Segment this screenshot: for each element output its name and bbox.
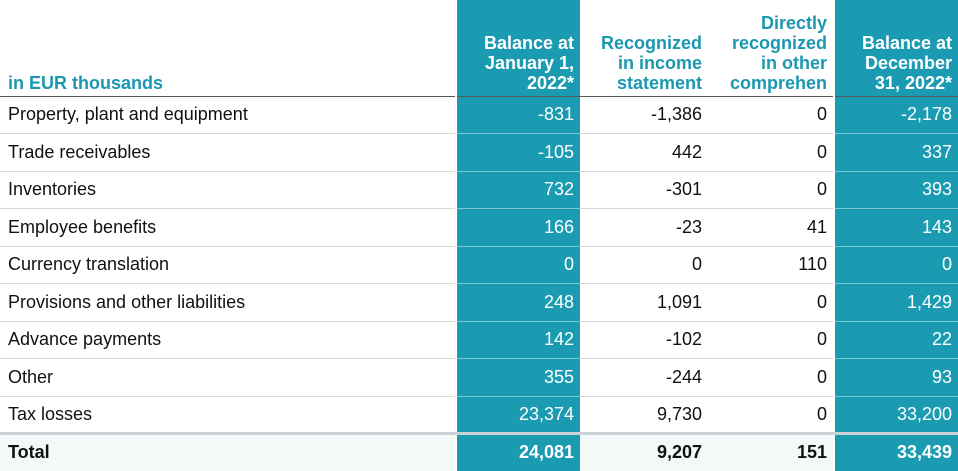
- row-label: Property, plant and equipment: [0, 96, 456, 134]
- header-line: December: [864, 52, 952, 73]
- cell-recognized-income: -1,386: [580, 96, 708, 134]
- table-row: Employee benefits 166 -23 41 143: [0, 208, 958, 247]
- cell-balance-dec: 33,200: [833, 396, 958, 434]
- cell-balance-jan: -105: [455, 133, 580, 172]
- cell-directly-recognized: 110: [708, 246, 834, 284]
- row-label: Tax losses: [0, 396, 456, 434]
- row-label: Currency translation: [0, 246, 456, 284]
- header-row: in EUR thousands Balance at January 1, 2…: [0, 0, 958, 97]
- cell-directly-recognized: 0: [708, 358, 834, 397]
- row-label: Trade receivables: [0, 133, 456, 172]
- header-line: January 1,: [484, 52, 574, 73]
- cell-balance-jan: 142: [455, 321, 580, 359]
- cell-recognized-income: 9,730: [580, 396, 708, 434]
- table-row: Other 355 -244 0 93: [0, 358, 958, 397]
- header-line: 31, 2022*: [874, 72, 952, 93]
- cell-recognized-income: -102: [580, 321, 708, 359]
- cell-directly-recognized: 0: [708, 321, 834, 359]
- table-row: Tax losses 23,374 9,730 0 33,200: [0, 396, 958, 434]
- cell-balance-jan: 166: [455, 208, 580, 247]
- header-line: Recognized: [600, 32, 702, 53]
- row-label: Employee benefits: [0, 208, 456, 247]
- cell-directly-recognized: 41: [708, 208, 834, 247]
- cell-balance-jan: 732: [455, 171, 580, 209]
- table-row: Inventories 732 -301 0 393: [0, 171, 958, 209]
- header-recognized-income: Recognized in income statement: [580, 0, 708, 97]
- table-row: Currency translation 0 0 110 0: [0, 246, 958, 284]
- header-line: statement: [616, 72, 702, 93]
- table-row: Advance payments 142 -102 0 22: [0, 321, 958, 359]
- header-line: in income: [617, 52, 702, 73]
- cell-recognized-income: -301: [580, 171, 708, 209]
- row-label: Other: [0, 358, 456, 397]
- header-balance-dec: Balance at December 31, 2022*: [833, 0, 958, 97]
- header-line: in other: [761, 52, 827, 73]
- total-balance-dec: 33,439: [833, 432, 958, 471]
- cell-balance-dec: -2,178: [833, 96, 958, 134]
- total-row: Total 24,081 9,207 151 33,439: [0, 432, 958, 471]
- total-directly-recognized: 151: [708, 432, 834, 471]
- cell-directly-recognized: 0: [708, 96, 834, 134]
- unit-label-header: in EUR thousands: [0, 0, 456, 97]
- header-line: Balance at: [861, 32, 952, 53]
- cell-balance-dec: 0: [833, 246, 958, 284]
- cell-balance-dec: 22: [833, 321, 958, 359]
- table-row: Trade receivables -105 442 0 337: [0, 133, 958, 172]
- header-line: Balance at: [483, 32, 574, 53]
- cell-balance-jan: -831: [455, 96, 580, 134]
- cell-recognized-income: 1,091: [580, 283, 708, 322]
- row-label: Advance payments: [0, 321, 456, 359]
- header-line: comprehen: [729, 72, 827, 93]
- cell-balance-jan: 23,374: [455, 396, 580, 434]
- total-recognized-income: 9,207: [580, 432, 708, 471]
- cell-balance-dec: 93: [833, 358, 958, 397]
- row-label: Provisions and other liabilities: [0, 283, 456, 322]
- cell-balance-jan: 355: [455, 358, 580, 397]
- cell-recognized-income: -23: [580, 208, 708, 247]
- cell-directly-recognized: 0: [708, 396, 834, 434]
- cell-directly-recognized: 0: [708, 283, 834, 322]
- cell-directly-recognized: 0: [708, 133, 834, 172]
- cell-balance-dec: 1,429: [833, 283, 958, 322]
- table-row: Property, plant and equipment -831 -1,38…: [0, 96, 958, 134]
- cell-recognized-income: 442: [580, 133, 708, 172]
- cell-directly-recognized: 0: [708, 171, 834, 209]
- header-line: 2022*: [526, 72, 574, 93]
- cell-balance-dec: 143: [833, 208, 958, 247]
- header-directly-recognized: Directly recognized in other comprehen: [708, 0, 834, 97]
- row-label: Inventories: [0, 171, 456, 209]
- total-balance-jan: 24,081: [455, 432, 580, 471]
- cell-recognized-income: 0: [580, 246, 708, 284]
- cell-recognized-income: -244: [580, 358, 708, 397]
- header-line: recognized: [731, 32, 827, 53]
- cell-balance-dec: 393: [833, 171, 958, 209]
- cell-balance-jan: 0: [455, 246, 580, 284]
- table-row: Provisions and other liabilities 248 1,0…: [0, 283, 958, 322]
- total-label: Total: [0, 432, 456, 471]
- header-line: Directly: [760, 12, 827, 33]
- cell-balance-jan: 248: [455, 283, 580, 322]
- header-balance-jan: Balance at January 1, 2022*: [455, 0, 580, 97]
- cell-balance-dec: 337: [833, 133, 958, 172]
